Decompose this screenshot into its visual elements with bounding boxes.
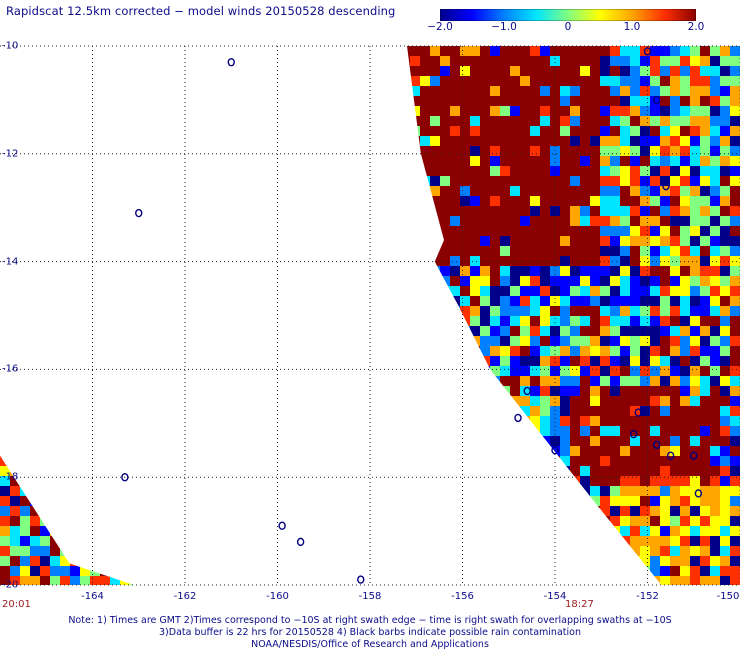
- island-outline: [296, 537, 305, 547]
- note-line-1: Note: 1) Times are GMT 2)Times correspon…: [68, 615, 672, 626]
- colorbar-tick-label: 1.0: [623, 21, 641, 33]
- island-outline: [634, 408, 642, 417]
- island-outline: [523, 386, 531, 396]
- island-outline: [514, 413, 522, 423]
- island-outline: [690, 451, 698, 460]
- colorbar-tick-label: −2.0: [427, 21, 453, 33]
- island-outline: [227, 57, 235, 67]
- longitude-tick-label: -162: [173, 591, 197, 602]
- colorbar-tick-label: 2.0: [687, 21, 705, 33]
- island-outline: [653, 95, 661, 105]
- colorbar-tick-label: 0: [564, 21, 572, 33]
- island-outline: [551, 446, 559, 455]
- latitude-tick-label: -10: [2, 40, 19, 52]
- longitude-tick-label: -158: [358, 591, 382, 602]
- note-line-3: NOAA/NESDIS/Office of Research and Appli…: [251, 639, 489, 650]
- colorbar: [440, 9, 696, 21]
- west-swath-field: [0, 455, 135, 585]
- latitude-tick-label: -12: [2, 148, 19, 160]
- longitude-tick-label: -154: [543, 591, 567, 602]
- note-line-2: 3)Data buffer is 22 hrs for 20150528 4) …: [159, 627, 581, 638]
- time-label-east: 18:27: [565, 599, 594, 610]
- longitude-tick-label: -152: [636, 591, 659, 602]
- island-outline: [357, 575, 365, 584]
- island-outline: [666, 451, 675, 460]
- island-outline: [121, 473, 129, 482]
- longitude-tick-label: -156: [451, 591, 474, 602]
- east-swath-field: [407, 46, 740, 585]
- wind-difference-map: [0, 45, 740, 586]
- longitude-tick-label: -164: [81, 591, 104, 602]
- longitude-tick-label: -150: [716, 591, 740, 602]
- island-outline: [694, 489, 703, 498]
- longitude-tick-label: -160: [266, 591, 289, 602]
- latitude-tick-label: -16: [2, 363, 19, 375]
- plot-title: Rapidscat 12.5km corrected − model winds…: [6, 4, 396, 18]
- island-outline: [662, 181, 670, 191]
- colorbar-gradient: [440, 9, 696, 21]
- island-outline: [135, 208, 143, 218]
- colorbar-tick-label: −1.0: [491, 21, 517, 33]
- latitude-tick-label: -14: [2, 256, 19, 268]
- island-outline: [653, 440, 661, 450]
- latitude-tick-label: -20: [2, 579, 19, 591]
- island-outline: [629, 429, 638, 439]
- gridlines: [0, 45, 740, 586]
- latitude-tick-label: -18: [2, 471, 19, 483]
- time-label-west: 20:01: [2, 599, 31, 610]
- island-outline: [643, 47, 652, 56]
- island-outline: [278, 521, 286, 530]
